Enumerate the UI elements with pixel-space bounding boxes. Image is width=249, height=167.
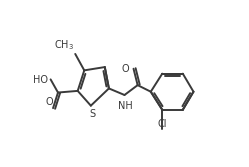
Text: O: O xyxy=(46,97,53,107)
Text: Cl: Cl xyxy=(158,119,167,129)
Text: NH: NH xyxy=(118,101,133,111)
Text: S: S xyxy=(89,109,96,119)
Text: CH$_3$: CH$_3$ xyxy=(54,39,74,52)
Text: HO: HO xyxy=(33,75,48,85)
Text: O: O xyxy=(122,64,129,74)
